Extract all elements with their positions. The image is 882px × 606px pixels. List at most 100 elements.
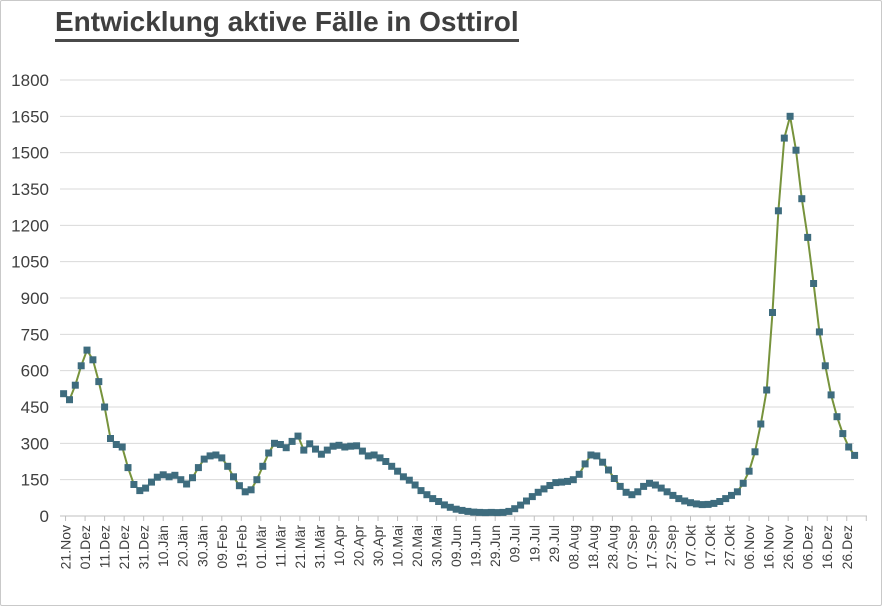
data-point-marker: [610, 475, 618, 482]
data-point-marker: [95, 378, 103, 386]
data-point-marker: [663, 488, 671, 496]
x-axis-label: 07.Okt: [683, 525, 699, 566]
data-point-marker: [546, 482, 554, 489]
x-axis-label: 27.Sep: [663, 525, 679, 570]
data-point-marker: [417, 487, 425, 495]
data-point-marker: [323, 446, 331, 454]
data-point-marker: [774, 207, 782, 215]
x-axis-label: 11.Mär: [272, 525, 288, 568]
x-axis-label: 21.Mär: [292, 525, 308, 569]
data-point-marker: [89, 356, 97, 364]
x-axis-label: 16.Dez: [819, 525, 835, 569]
data-point-marker: [681, 497, 689, 505]
data-point-marker: [669, 491, 677, 499]
x-axis-label: 08.Aug: [565, 525, 581, 569]
data-point-marker: [101, 403, 109, 411]
data-point-marker: [148, 478, 155, 486]
data-point-marker: [212, 451, 220, 459]
data-point-marker: [769, 309, 776, 316]
x-axis-label: 21.Nov: [58, 525, 74, 569]
x-axis-label: 19.Feb: [233, 525, 249, 569]
data-point-marker: [405, 476, 413, 484]
x-axis-label: 11.Dez: [97, 525, 113, 568]
y-axis-label: 150: [21, 471, 49, 490]
data-point-marker: [581, 460, 589, 468]
data-point-marker: [523, 497, 530, 505]
data-point-marker: [335, 441, 343, 449]
data-point-marker: [540, 485, 548, 493]
x-axis-label: 31.Mär: [311, 525, 327, 569]
data-point-marker: [605, 466, 612, 474]
x-axis-label: 17.Okt: [702, 525, 718, 566]
data-point-marker: [183, 480, 191, 488]
x-axis-label: 09.Jun: [448, 525, 464, 567]
data-point-marker: [675, 495, 683, 503]
data-point-marker: [230, 473, 237, 481]
x-axis-label: 28.Aug: [604, 525, 620, 569]
data-point-marker: [458, 506, 466, 514]
data-point-marker: [558, 478, 566, 486]
data-point-marker: [810, 280, 818, 287]
data-point-marker: [446, 503, 454, 511]
data-point-marker: [71, 381, 79, 389]
data-point-marker: [411, 481, 419, 489]
data-point-marker: [792, 146, 800, 154]
data-point-marker: [341, 443, 349, 451]
x-axis-label: 27.Okt: [722, 525, 738, 566]
y-axis-label: 1800: [11, 71, 49, 90]
x-axis-label: 20.Mai: [409, 525, 425, 567]
data-point-marker: [171, 471, 179, 479]
y-axis-label: 1350: [11, 180, 49, 199]
data-point-marker: [552, 479, 560, 487]
data-point-marker: [722, 495, 730, 503]
data-point-marker: [575, 470, 583, 478]
x-axis-label: 30.Jän: [194, 525, 210, 567]
data-point-marker: [845, 443, 853, 451]
data-point-marker: [347, 442, 355, 450]
y-axis-label: 1050: [11, 253, 49, 272]
data-point-marker: [394, 467, 402, 475]
data-point-marker: [376, 454, 384, 462]
data-point-marker: [481, 509, 489, 517]
data-point-marker: [751, 448, 759, 456]
data-point-marker: [66, 396, 73, 404]
data-point-marker: [798, 195, 806, 203]
y-axis-label: 0: [40, 507, 49, 526]
data-point-marker: [271, 439, 278, 447]
data-point-marker: [827, 391, 835, 399]
x-axis-label: 10.Apr: [331, 525, 347, 567]
x-axis-label: 09.Jul: [507, 525, 523, 562]
x-axis-label: 10.Jän: [155, 525, 171, 567]
data-point-marker: [306, 440, 314, 448]
x-axis-label: 20.Jän: [175, 525, 191, 567]
data-point-marker: [130, 481, 138, 488]
data-point-marker: [329, 442, 337, 450]
x-axis-label: 26.Nov: [780, 525, 796, 569]
data-point-marker: [253, 476, 261, 484]
data-point-marker: [159, 471, 167, 479]
data-point-marker: [107, 435, 114, 442]
data-point-marker: [200, 455, 208, 463]
data-point-marker: [704, 500, 712, 508]
y-axis-label: 900: [21, 289, 49, 308]
y-axis-label: 750: [21, 325, 49, 344]
data-point-marker: [499, 508, 507, 516]
data-point-marker: [763, 386, 771, 394]
data-point-marker: [780, 134, 788, 142]
data-point-marker: [464, 507, 472, 515]
x-axis-label: 18.Aug: [585, 525, 601, 569]
data-point-marker: [505, 507, 513, 515]
data-point-marker: [206, 452, 214, 460]
data-point-marker: [435, 498, 443, 505]
data-point-marker: [177, 476, 185, 484]
data-point-marker: [821, 362, 829, 370]
data-point-marker: [282, 444, 290, 452]
x-axis-label: 17.Sep: [643, 525, 659, 570]
data-point-marker: [388, 462, 396, 470]
y-axis-label: 300: [21, 434, 49, 453]
data-point-marker: [358, 447, 366, 455]
x-axis-label: 30.Apr: [370, 525, 386, 567]
data-point-marker: [353, 442, 361, 450]
data-point-marker: [276, 441, 284, 448]
